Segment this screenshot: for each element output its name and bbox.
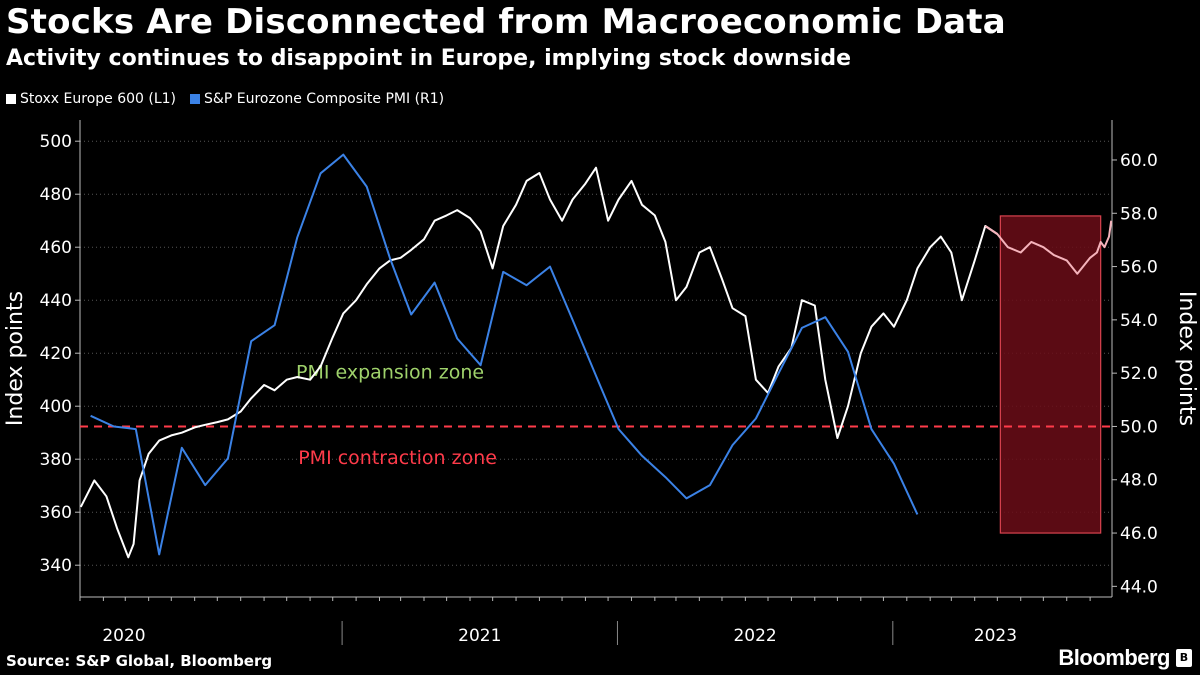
chart-legend: Stoxx Europe 600 (L1) S&P Eurozone Compo… — [6, 91, 444, 107]
left-tick-label-460: 460 — [40, 238, 72, 258]
legend-item-pmi: S&P Eurozone Composite PMI (R1) — [190, 91, 444, 107]
left-tick-label-340: 340 — [40, 556, 72, 576]
gridlines — [80, 140, 1112, 566]
series-lines — [79, 153, 1113, 559]
left-tick-label-500: 500 — [40, 132, 72, 152]
left-tick-label-440: 440 — [40, 291, 72, 311]
left-tick-label-420: 420 — [40, 344, 72, 364]
right-tick-label-50.0: 50.0 — [1120, 417, 1158, 437]
left-axis-title: Index points — [3, 291, 28, 426]
left-tick-label-400: 400 — [40, 397, 72, 417]
legend-label-stoxx: Stoxx Europe 600 (L1) — [20, 91, 177, 107]
highlight-rect — [999, 215, 1102, 534]
brand-badge-icon: B — [1176, 649, 1192, 667]
right-tick-label-48.0: 48.0 — [1120, 471, 1158, 491]
right-tick-label-58.0: 58.0 — [1120, 204, 1158, 224]
right-tick-label-60.0: 60.0 — [1120, 151, 1158, 171]
chart-title: Stocks Are Disconnected from Macroeconom… — [6, 2, 1006, 42]
right-tick-label-44.0: 44.0 — [1120, 577, 1158, 597]
x-tick-label-2023: 2023 — [974, 626, 1017, 646]
legend-swatch-pmi — [190, 94, 201, 104]
legend-item-stoxx: Stoxx Europe 600 (L1) — [6, 91, 176, 107]
x-tick-label-2020: 2020 — [102, 626, 145, 646]
left-tick-label-380: 380 — [40, 450, 72, 470]
x-tick-label-2022: 2022 — [733, 626, 776, 646]
brand-logo: Bloomberg B — [1058, 645, 1192, 671]
left-tick-label-480: 480 — [40, 185, 72, 205]
annotation-expansion: PMI expansion zone — [296, 361, 484, 383]
annotation-contraction: PMI contraction zone — [298, 447, 497, 469]
right-tick-label-56.0: 56.0 — [1120, 258, 1158, 278]
annotations: PMI expansion zone PMI contraction zone — [296, 361, 497, 468]
highlight-region — [999, 215, 1102, 534]
chart-subtitle: Activity continues to disappoint in Euro… — [6, 46, 852, 71]
series-stoxx-line — [79, 166, 998, 559]
series-stoxx-line-highlight — [984, 220, 1113, 275]
right-tick-label-54.0: 54.0 — [1120, 311, 1158, 331]
source-note: Source: S&P Global, Bloomberg — [6, 652, 273, 670]
brand-name: Bloomberg — [1058, 645, 1170, 670]
left-tick-label-360: 360 — [40, 503, 72, 523]
right-tick-label-52.0: 52.0 — [1120, 364, 1158, 384]
legend-label-pmi: S&P Eurozone Composite PMI (R1) — [204, 91, 445, 107]
x-tick-label-2021: 2021 — [458, 626, 501, 646]
axes: 340 360 380 400 420 440 460 480 500 44.0 46.0 48.0 5… — [3, 120, 1199, 646]
right-axis-title: Index points — [1174, 291, 1199, 426]
series-pmi-line — [90, 153, 919, 556]
right-tick-label-46.0: 46.0 — [1120, 524, 1158, 544]
legend-swatch-stoxx — [6, 94, 16, 104]
